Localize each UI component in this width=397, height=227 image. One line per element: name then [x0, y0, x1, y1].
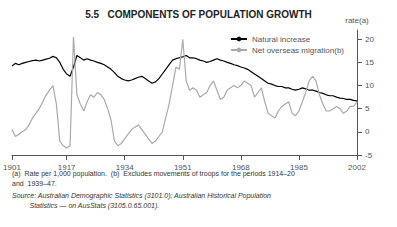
svg-text:10: 10: [365, 81, 374, 90]
svg-text:(a) Rate per 1,000 population: (a) Rate per 1,000 population. (b) Exclu…: [12, 170, 295, 178]
svg-text:20: 20: [365, 35, 374, 44]
svg-text:1917: 1917: [58, 163, 76, 172]
svg-text:15: 15: [365, 58, 374, 67]
svg-text:and 1939–47.: and 1939–47.: [12, 180, 57, 187]
svg-text:2002: 2002: [348, 163, 366, 172]
svg-text:0: 0: [365, 127, 370, 136]
svg-text:rate(a): rate(a): [345, 16, 369, 25]
svg-text:1901: 1901: [3, 163, 21, 172]
svg-text:1968: 1968: [232, 163, 250, 172]
svg-text:1951: 1951: [174, 163, 192, 172]
svg-text:5: 5: [365, 104, 370, 113]
svg-text:-5: -5: [365, 151, 373, 160]
svg-text:Net overseas migration(b): Net overseas migration(b): [252, 46, 344, 55]
svg-text:1934: 1934: [116, 163, 134, 172]
svg-text:5.5 COMPONENTS OF POPULATION: 5.5 COMPONENTS OF POPULATION GROWTH: [85, 9, 312, 20]
svg-text:Source: Australian Demographic: Source: Australian Demographic Statistic…: [12, 192, 271, 200]
svg-text:1985: 1985: [290, 163, 308, 172]
svg-text:Statistics — on AusStats (3105: Statistics — on AusStats (3105.0.65.001)…: [12, 202, 159, 210]
svg-text:Natural increase: Natural increase: [252, 35, 311, 44]
